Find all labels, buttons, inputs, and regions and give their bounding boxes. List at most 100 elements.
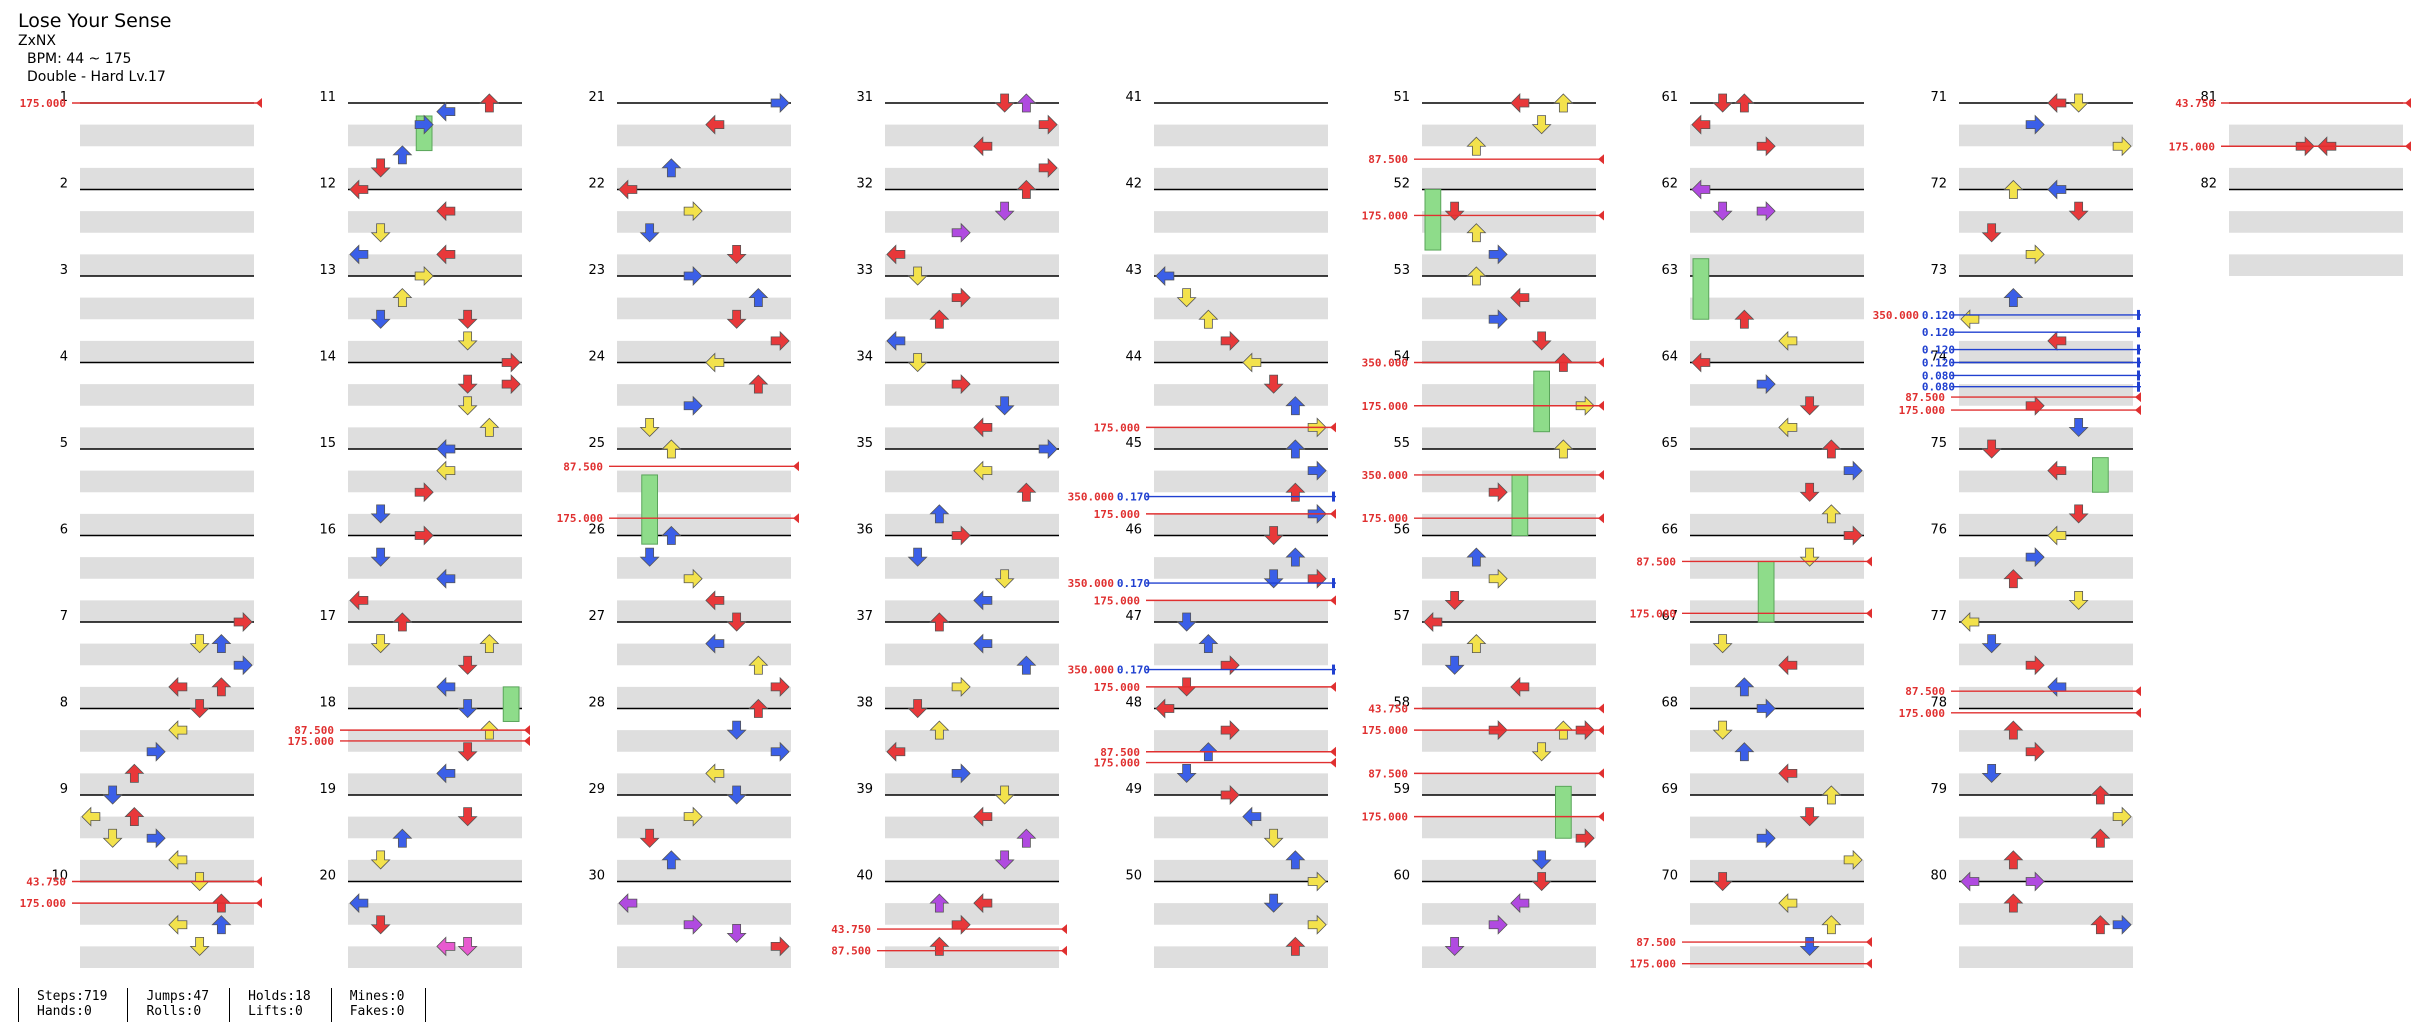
arrow-note [414, 114, 434, 135]
arrow-note [479, 93, 500, 113]
measure-band [885, 816, 1059, 839]
bpm-label: 43.750 [831, 923, 871, 936]
arrow-note [1510, 287, 1530, 308]
arrow-note [1016, 179, 1037, 199]
arrow-note [1307, 460, 1327, 481]
measure-number: 32 [856, 177, 873, 192]
arrow-note [1778, 763, 1798, 784]
measure-number: 63 [1661, 263, 1678, 278]
arrow-note [457, 331, 478, 351]
stop-marker [1332, 491, 1335, 502]
arrow-note [726, 612, 747, 632]
measure-band [1154, 557, 1328, 579]
bpm-label: 175.000 [1899, 404, 1945, 417]
measure-band [1422, 167, 1596, 190]
arrow-note [1531, 115, 1552, 135]
measure-band [1422, 211, 1596, 233]
measure-number: 19 [319, 782, 336, 797]
arrow-note [726, 785, 747, 805]
hold-note [1533, 370, 1550, 433]
arrow-note [2112, 806, 2132, 827]
arrow-note [1220, 785, 1240, 805]
arrow-note [661, 439, 682, 459]
arrow-note [2090, 828, 2111, 848]
measure-number: 47 [1125, 609, 1142, 624]
arrow-note [951, 374, 971, 395]
arrow-note [2090, 915, 2111, 935]
arrow-note [1242, 352, 1262, 373]
song-title: Lose Your Sense [18, 10, 172, 32]
arrow-note [639, 547, 660, 567]
arrow-note [370, 309, 391, 329]
arrow-note [436, 460, 456, 481]
arrow-note [1038, 114, 1058, 135]
hold-note [1555, 785, 1572, 839]
measure-number: 79 [1930, 782, 1947, 797]
arrow-note [233, 655, 253, 676]
measure-band [1690, 167, 1864, 190]
arrow-note [1821, 915, 1842, 935]
arrow-note [1198, 634, 1219, 654]
arrow-note [1285, 482, 1306, 502]
measure-band [617, 211, 791, 233]
bpm-label: 175.000 [1094, 757, 1140, 770]
measure-band [1154, 211, 1328, 233]
measure-number: 50 [1125, 869, 1142, 884]
measure-number: 74 [1930, 350, 1947, 365]
arrow-note [1488, 914, 1508, 935]
stop-label: 0.080 [1922, 369, 1955, 382]
stop-marker [1332, 664, 1335, 675]
arrow-note [705, 352, 725, 373]
arrow-note [370, 158, 391, 178]
arrow-note [479, 634, 500, 654]
measure-band [1422, 124, 1596, 147]
arrow-note [726, 309, 747, 329]
arrow-note [1016, 482, 1037, 502]
measure-band [617, 470, 791, 493]
arrow-note [146, 741, 166, 762]
measure-band [80, 600, 254, 622]
arrow-note [929, 612, 950, 632]
measure-number: 21 [588, 90, 605, 105]
arrow-note [1734, 309, 1755, 329]
measure-band [1422, 816, 1596, 839]
measure-number: 18 [319, 696, 336, 711]
bpm-label: 175.000 [1094, 681, 1140, 694]
measure-number: 66 [1661, 523, 1678, 538]
measure-band [885, 513, 1059, 536]
arrow-note [1756, 136, 1776, 157]
arrow-note [211, 677, 232, 697]
arrow-note [370, 634, 391, 654]
arrow-note [501, 352, 521, 373]
bpm-label: 87.500 [563, 460, 603, 473]
measure-band [1959, 384, 2133, 406]
arrow-note [1712, 201, 1733, 221]
bpm-marker [1598, 400, 1604, 411]
arrow-note [349, 244, 369, 265]
measure-band [1154, 124, 1328, 147]
arrow-note [436, 201, 456, 222]
bpm-label: 175.000 [20, 897, 66, 910]
measure-band [348, 686, 522, 709]
measure-band [617, 167, 791, 190]
measure-band [80, 470, 254, 493]
arrow-note [1285, 547, 1306, 567]
bpm-label: 175.000 [557, 512, 603, 525]
arrow-note [1016, 93, 1037, 113]
arrow-note [1510, 93, 1530, 113]
arrow-note [1263, 374, 1284, 394]
arrow-note [951, 287, 971, 308]
arrow-note [457, 309, 478, 329]
arrow-note [392, 828, 413, 848]
measure-band [80, 686, 254, 709]
hold-note [1511, 474, 1529, 537]
measure-number: 62 [1661, 177, 1678, 192]
bpm-marker [2405, 98, 2411, 108]
measure-number: 81 [2200, 90, 2217, 105]
arrow-note [1038, 439, 1058, 459]
measure-number: 16 [319, 523, 336, 538]
measure-band [1690, 686, 1864, 709]
measure-band [617, 297, 791, 320]
arrow-note [1821, 504, 1842, 524]
stats-footer: Steps:719 Hands:0 Jumps:47 Rolls:0 Holds… [18, 988, 426, 1022]
